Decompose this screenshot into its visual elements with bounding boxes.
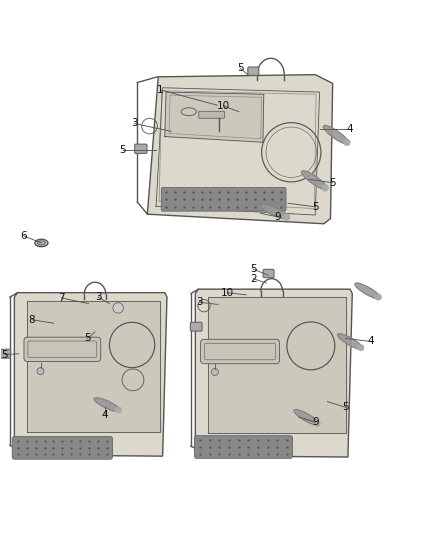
FancyBboxPatch shape [248, 67, 259, 75]
FancyBboxPatch shape [134, 144, 147, 154]
FancyBboxPatch shape [12, 437, 113, 459]
Circle shape [113, 303, 124, 313]
Ellipse shape [38, 241, 45, 245]
Text: 2: 2 [250, 274, 257, 284]
Polygon shape [208, 297, 346, 433]
Text: 4: 4 [347, 124, 353, 134]
Polygon shape [147, 75, 333, 224]
Text: 5: 5 [84, 334, 91, 343]
Text: 7: 7 [58, 293, 65, 303]
FancyBboxPatch shape [191, 322, 202, 331]
FancyBboxPatch shape [199, 111, 225, 118]
Text: 4: 4 [102, 410, 108, 420]
Circle shape [314, 421, 320, 426]
Text: 5: 5 [312, 202, 318, 212]
Polygon shape [302, 171, 327, 190]
Text: 10: 10 [217, 101, 230, 111]
Circle shape [322, 185, 328, 191]
Text: 5: 5 [250, 264, 257, 274]
Text: 4: 4 [368, 336, 374, 346]
FancyBboxPatch shape [0, 349, 11, 358]
Text: 5: 5 [237, 63, 244, 73]
Text: 5: 5 [343, 402, 349, 413]
Polygon shape [94, 398, 120, 411]
Text: 5: 5 [119, 144, 126, 155]
Ellipse shape [35, 239, 48, 247]
Polygon shape [355, 283, 380, 298]
Text: 8: 8 [28, 314, 35, 325]
Polygon shape [28, 301, 160, 432]
Text: 3: 3 [95, 292, 102, 302]
Circle shape [358, 345, 364, 351]
Circle shape [375, 294, 381, 300]
Circle shape [344, 140, 350, 146]
Text: 9: 9 [312, 417, 318, 427]
Polygon shape [294, 409, 319, 425]
Circle shape [212, 368, 219, 376]
Polygon shape [323, 125, 349, 144]
Polygon shape [165, 92, 264, 142]
Text: 1: 1 [157, 85, 164, 95]
Text: 9: 9 [274, 212, 281, 222]
Text: 3: 3 [196, 297, 203, 307]
Text: 10: 10 [221, 288, 234, 297]
Text: 3: 3 [131, 118, 138, 128]
Circle shape [284, 214, 290, 220]
FancyBboxPatch shape [263, 269, 274, 278]
Text: 6: 6 [21, 231, 27, 241]
Polygon shape [261, 204, 289, 219]
FancyBboxPatch shape [194, 435, 293, 458]
FancyBboxPatch shape [24, 337, 101, 361]
Polygon shape [14, 293, 167, 456]
Polygon shape [338, 334, 363, 349]
Polygon shape [195, 289, 352, 457]
Text: 5: 5 [329, 178, 336, 188]
Circle shape [37, 368, 44, 375]
FancyBboxPatch shape [201, 340, 279, 364]
Circle shape [116, 407, 121, 413]
Text: 5: 5 [1, 350, 8, 360]
FancyBboxPatch shape [161, 188, 286, 211]
